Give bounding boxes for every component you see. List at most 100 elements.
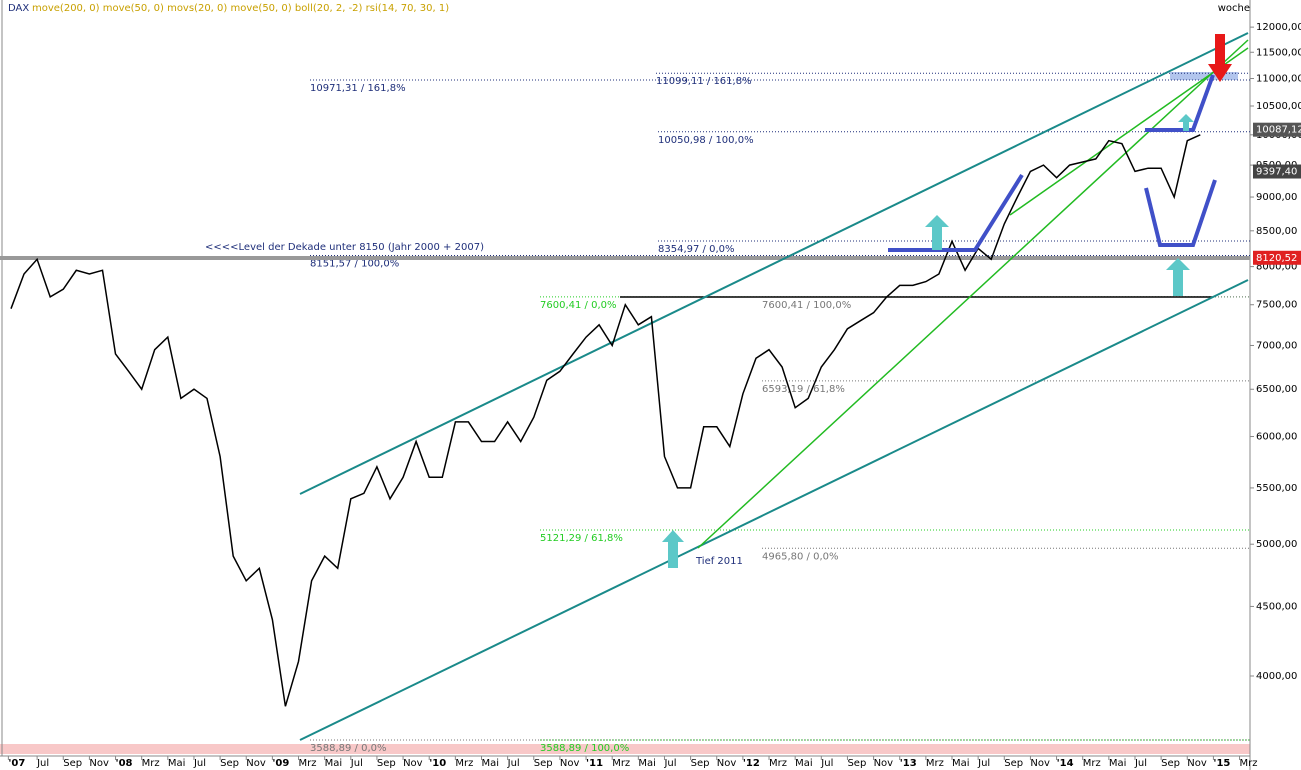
x-tick-label: Sep — [691, 758, 710, 769]
annotation: <<<<Level der Dekade unter 8150 (Jahr 20… — [205, 242, 484, 253]
price-tag — [1253, 250, 1301, 265]
level-label: 10050,98 / 100,0% — [658, 135, 754, 146]
price-tag-label: 8120,52 — [1256, 253, 1297, 264]
x-tick-label: Nov — [1187, 758, 1207, 769]
x-tick-label: Mrz — [142, 758, 160, 769]
level-label: 7600,41 / 0,0% — [540, 300, 616, 311]
y-tick-label: 8000,00 — [1256, 262, 1297, 273]
x-tick-label: '07 — [8, 758, 25, 769]
price-tag-label: 10087,12 — [1256, 125, 1301, 136]
x-tick-label: Sep — [534, 758, 553, 769]
level-label: 8354,97 / 0,0% — [658, 244, 734, 255]
x-tick-label: Sep — [847, 758, 866, 769]
x-tick-label: Nov — [717, 758, 737, 769]
x-tick-label: '13 — [900, 758, 917, 769]
pattern — [888, 173, 1024, 252]
arrows — [662, 114, 1194, 568]
y-tick-label: 11000,00 — [1256, 74, 1301, 85]
y-tick-label: 8500,00 — [1256, 226, 1297, 237]
x-tick-label: Jul — [36, 758, 49, 769]
x-tick-label: Jul — [193, 758, 206, 769]
x-tick-label: Mrz — [1083, 758, 1101, 769]
up-arrow — [662, 530, 684, 568]
y-tick-label: 12000,00 — [1256, 22, 1301, 33]
pattern — [1145, 74, 1215, 132]
x-tick-label: Nov — [1030, 758, 1050, 769]
up-arrow — [1178, 114, 1194, 131]
y-tick-label: 7000,00 — [1256, 340, 1297, 351]
x-tick-label: Mai — [952, 758, 970, 769]
price-tag — [1253, 164, 1301, 179]
y-tick-label: 6000,00 — [1256, 432, 1297, 443]
x-tick-label: Jul — [977, 758, 990, 769]
trend-line — [697, 39, 1249, 549]
x-tick-label: Sep — [63, 758, 82, 769]
x-tick-label: '14 — [1057, 758, 1074, 769]
trend-line — [1009, 47, 1249, 216]
down-arrow — [1208, 34, 1232, 82]
pattern — [1144, 179, 1217, 247]
x-tick-label: Nov — [874, 758, 894, 769]
x-tick-label: '09 — [272, 758, 289, 769]
x-tick-label: Mrz — [299, 758, 317, 769]
x-tick-label: Sep — [1004, 758, 1023, 769]
x-tick-label: Mrz — [455, 758, 473, 769]
price-tag — [1253, 122, 1301, 137]
level-label: 11099,11 / 161,8% — [656, 76, 752, 87]
levels: 10971,31 / 161,8% 11099,11 / 161,8% 10050,… — [310, 72, 1250, 754]
x-tick-label: '15 — [1213, 758, 1230, 769]
y-tick-label: 4500,00 — [1256, 601, 1297, 612]
channel-line — [299, 32, 1249, 495]
y-tick-label: 10500,00 — [1256, 101, 1301, 112]
x-tick-label: Jul — [663, 758, 676, 769]
y-tick-label: 9000,00 — [1256, 192, 1297, 203]
period: woche — [1218, 3, 1250, 14]
x-tick-label: '10 — [429, 758, 446, 769]
level-label: 10971,31 / 161,8% — [310, 83, 406, 94]
x-tick-label: '11 — [586, 758, 603, 769]
y-tick-label: 6500,00 — [1256, 384, 1297, 395]
x-tick-label: Jul — [507, 758, 520, 769]
level-label: 5121,29 / 61,8% — [540, 533, 623, 544]
x-tick-label: Mrz — [1240, 758, 1258, 769]
x-tick-label: Mai — [325, 758, 343, 769]
x-tick-label: Jul — [820, 758, 833, 769]
price-line — [10, 134, 1201, 707]
plot — [10, 134, 1201, 707]
x-tick-label: Nov — [89, 758, 109, 769]
x-tick-label: '08 — [116, 758, 133, 769]
level-label: 7600,41 / 100,0% — [762, 300, 851, 311]
x-tick-label: Sep — [220, 758, 239, 769]
x-tick-label: '12 — [743, 758, 760, 769]
x-tick-label: Jul — [350, 758, 363, 769]
x-tick-label: Nov — [246, 758, 266, 769]
level-label: 3588,89 / 100,0% — [540, 743, 629, 754]
indicators: move(200, 0) move(50, 0) movs(20, 0) mov… — [32, 3, 449, 14]
x-tick-label: Nov — [403, 758, 423, 769]
up-arrow — [1166, 258, 1190, 296]
y-tick-label: 11500,00 — [1256, 47, 1301, 58]
x-tick-label: Mrz — [612, 758, 630, 769]
level-label: 4965,80 / 0,0% — [762, 551, 838, 562]
x-tick-label: Mrz — [926, 758, 944, 769]
x-tick-label: Mai — [795, 758, 813, 769]
title: DAX — [8, 3, 29, 14]
y-tick-label: 5500,00 — [1256, 483, 1297, 494]
x-tick-label: Sep — [377, 758, 396, 769]
decade-level — [0, 256, 1250, 260]
y-tick-label: 4000,00 — [1256, 671, 1297, 682]
x-tick-label: Mrz — [769, 758, 787, 769]
x-tick-label: Mai — [1109, 758, 1127, 769]
up-arrow — [925, 215, 949, 250]
bottom-band — [0, 744, 1250, 754]
level-label: 6593,19 / 61,8% — [762, 384, 845, 395]
y-tick-label: 5000,00 — [1256, 539, 1297, 550]
y-tick-label: 7500,00 — [1256, 300, 1297, 311]
target-zone — [1170, 72, 1238, 80]
price-tag-label: 9397,40 — [1256, 167, 1297, 178]
level-label: 8151,57 / 100,0% — [310, 259, 399, 270]
x-tick-label: Jul — [1134, 758, 1147, 769]
x-tick-label: Sep — [1161, 758, 1180, 769]
x-tick-label: Mai — [481, 758, 499, 769]
